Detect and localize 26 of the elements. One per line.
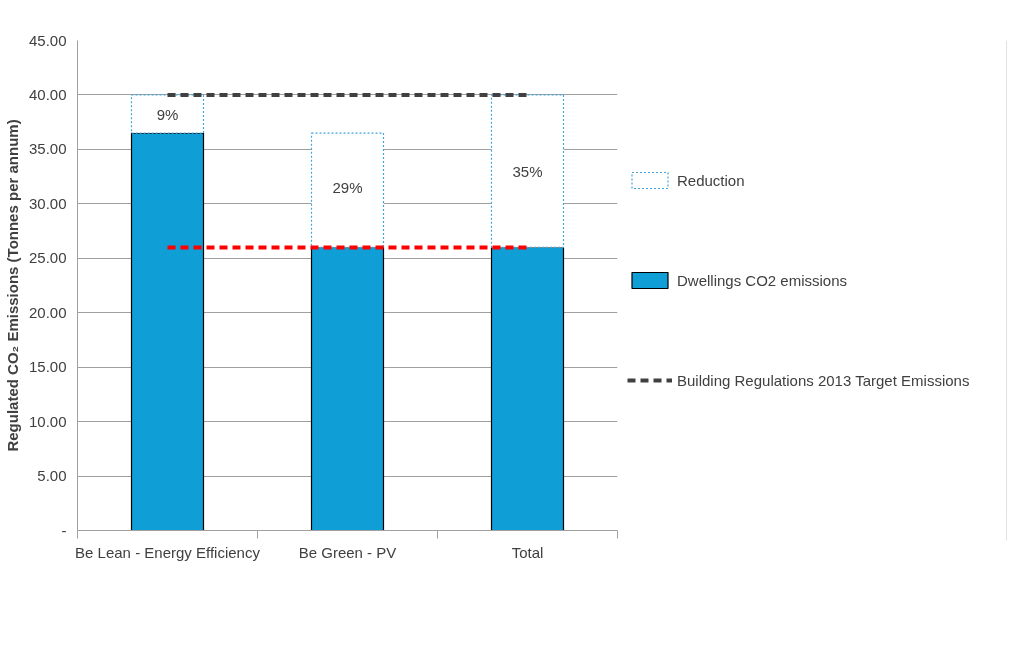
bar [310, 246, 385, 531]
bar [130, 94, 205, 134]
annotation: 29% [332, 179, 363, 196]
y-tick-label: 45.00 [28, 31, 67, 49]
y-tick-label: 35.00 [28, 140, 67, 158]
bar [490, 94, 565, 248]
y-tick-label: 15.00 [28, 358, 67, 376]
bar [490, 246, 565, 531]
y-tick-label: 20.00 [28, 303, 67, 321]
bar [130, 132, 205, 531]
y-tick-label: 10.00 [28, 412, 67, 430]
bar [310, 132, 385, 248]
y-tick-label: 5.00 [37, 467, 67, 485]
legend-label: Dwellings CO2 emissions [677, 271, 848, 289]
annotation: 9% [156, 106, 179, 124]
y-tick-label: 30.00 [28, 194, 67, 212]
y-tick-label: - [61, 521, 67, 539]
y-tick-label: 25.00 [28, 249, 67, 267]
legend-label: Building Regulations 2013 Target Emissions [677, 371, 970, 389]
annotation: 35% [512, 162, 543, 180]
y-axis-title: Regulated CO₂ Emissions (Tonnes per annum) [3, 119, 21, 452]
legend-label: Reduction [677, 171, 745, 189]
x-tick-label: Be Lean - Energy Efficiency [75, 543, 261, 561]
x-tick-label: Be Green - PV [298, 543, 397, 561]
x-tick-label: Total [511, 543, 544, 561]
y-tick-label: 40.00 [28, 85, 67, 103]
